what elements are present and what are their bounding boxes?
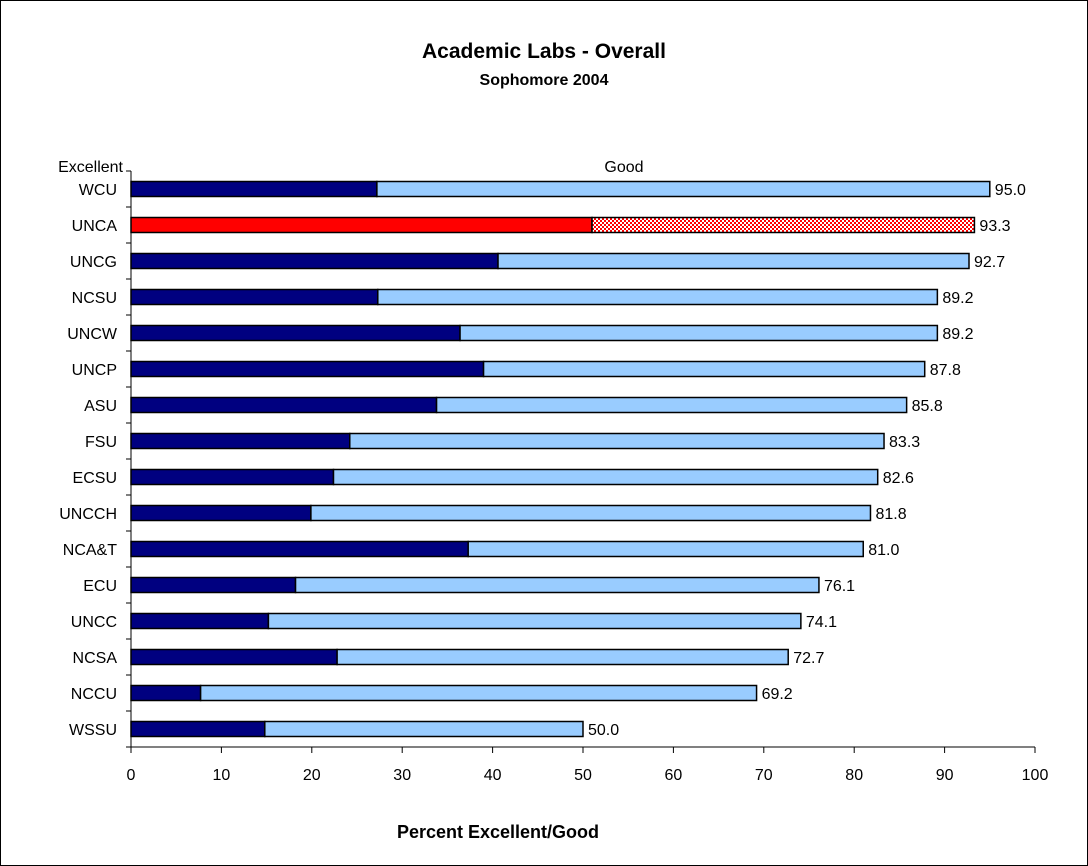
bar-excellent-ecsu [130, 468, 335, 486]
x-tick-label-80: 80 [845, 767, 863, 784]
category-label-asu: ASU [84, 398, 117, 415]
bar-good-ecsu [332, 468, 879, 486]
chart-title: Academic Labs - Overall [422, 40, 666, 63]
bar-good-ecu [294, 576, 820, 594]
value-label-uncch: 81.8 [875, 506, 906, 523]
category-label-nca-t: NCA&T [63, 542, 117, 559]
x-tick-label-50: 50 [574, 767, 592, 784]
bar-excellent-nccu [130, 684, 202, 702]
category-label-unca: UNCA [72, 218, 118, 235]
category-label-ecsu: ECSU [73, 470, 117, 487]
x-tick-label-30: 30 [393, 767, 411, 784]
value-label-uncp: 87.8 [930, 362, 961, 379]
value-label-unca: 93.3 [979, 218, 1010, 235]
bar-good-uncch [310, 504, 872, 522]
x-axis-title: Percent Excellent/Good [397, 822, 599, 842]
value-label-fsu: 83.3 [889, 434, 920, 451]
bar-good-uncw [459, 324, 939, 342]
bar-excellent-uncg [130, 252, 499, 270]
bar-good-ncsu [377, 288, 939, 306]
value-label-wssu: 50.0 [588, 722, 619, 739]
value-label-nca-t: 81.0 [868, 542, 899, 559]
bar-excellent-uncch [130, 504, 312, 522]
category-label-uncc: UNCC [71, 614, 117, 631]
x-tick-label-40: 40 [484, 767, 502, 784]
x-tick-label-20: 20 [303, 767, 321, 784]
value-label-ecu: 76.1 [824, 578, 855, 595]
bar-good-nca-t [467, 540, 864, 558]
bar-excellent-nca-t [130, 540, 469, 558]
x-tick-label-70: 70 [755, 767, 773, 784]
legend-label-excellent: Excellent [58, 159, 123, 176]
bar-excellent-uncc [130, 612, 270, 630]
x-tick-label-0: 0 [127, 767, 136, 784]
legend-label-good: Good [604, 159, 643, 176]
bars-layer: WCU 95.0 UNCA 93.3 UNCG 92.7 NCSU 89.2 UNCW 89.2 U… [59, 180, 1026, 739]
bar-excellent-ncsu [130, 288, 379, 306]
value-label-ncsa: 72.7 [793, 650, 824, 667]
bar-excellent-asu [130, 396, 438, 414]
value-label-ncsu: 89.2 [942, 290, 973, 307]
x-tick-label-10: 10 [213, 767, 231, 784]
category-label-ncsu: NCSU [72, 290, 117, 307]
bar-excellent-wcu [130, 180, 378, 198]
axis-layer: 0 10 20 30 40 50 60 70 80 90 100 [126, 170, 1049, 784]
bar-excellent-ecu [130, 576, 297, 594]
bar-excellent-unca [130, 216, 593, 234]
category-label-uncp: UNCP [72, 362, 117, 379]
bar-good-uncc [267, 612, 802, 630]
value-label-ecsu: 82.6 [883, 470, 914, 487]
value-label-wcu: 95.0 [995, 182, 1026, 199]
x-tick-label-60: 60 [665, 767, 683, 784]
category-label-wcu: WCU [79, 182, 117, 199]
chart-subtitle: Sophomore 2004 [480, 72, 609, 89]
category-label-uncw: UNCW [67, 326, 118, 343]
bar-good-nccu [199, 684, 758, 702]
value-label-uncg: 92.7 [974, 254, 1005, 271]
category-label-uncch: UNCCH [59, 506, 117, 523]
bar-good-ncsa [336, 648, 789, 666]
x-tick-label-90: 90 [936, 767, 954, 784]
bar-good-wcu [376, 180, 991, 198]
x-tick-label-100: 100 [1022, 767, 1049, 784]
bar-good-uncp [482, 360, 926, 378]
category-label-ecu: ECU [83, 578, 117, 595]
bar-excellent-uncw [130, 324, 461, 342]
bar-good-wssu [264, 720, 584, 738]
bar-good-asu [435, 396, 908, 414]
bar-excellent-uncp [130, 360, 485, 378]
value-label-asu: 85.8 [912, 398, 943, 415]
category-label-fsu: FSU [85, 434, 117, 451]
category-label-nccu: NCCU [71, 686, 117, 703]
value-label-uncw: 89.2 [942, 326, 973, 343]
bar-excellent-ncsa [130, 648, 338, 666]
bar-good-fsu [349, 432, 885, 450]
bar-good-uncg [497, 252, 970, 270]
value-label-uncc: 74.1 [806, 614, 837, 631]
category-label-uncg: UNCG [70, 254, 117, 271]
bar-good-unca [591, 216, 976, 234]
bar-excellent-fsu [130, 432, 351, 450]
category-label-ncsa: NCSA [73, 650, 118, 667]
bar-excellent-wssu [130, 720, 266, 738]
category-label-wssu: WSSU [69, 722, 117, 739]
value-label-nccu: 69.2 [762, 686, 793, 703]
